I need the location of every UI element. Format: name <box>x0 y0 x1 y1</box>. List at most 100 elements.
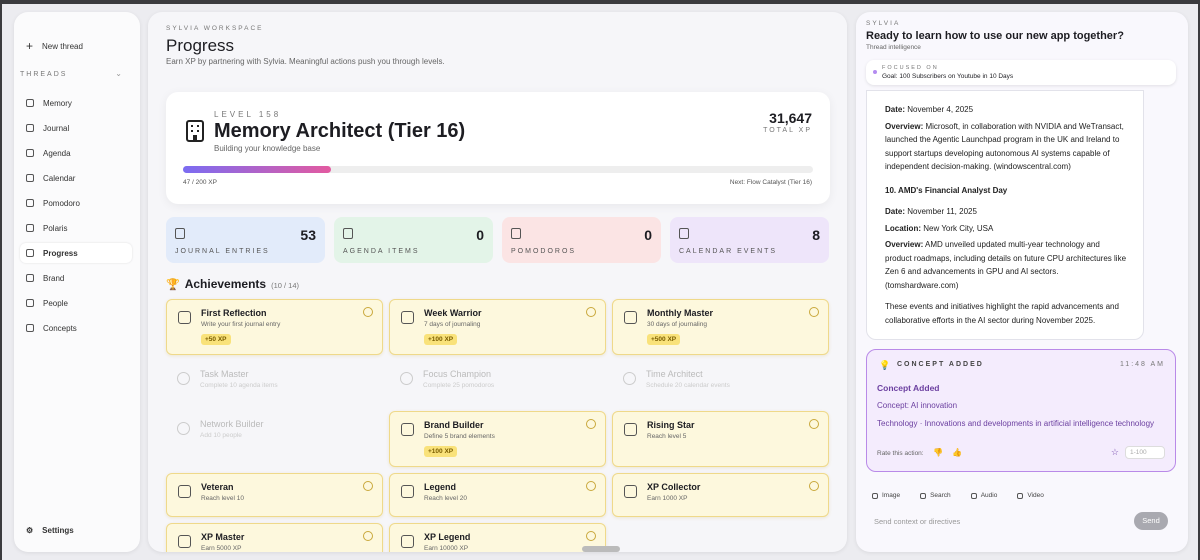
stat-card: 0 POMODOROS <box>502 217 661 263</box>
message-line: Location: New York City, USA <box>885 222 1127 236</box>
tool-icon <box>970 492 977 499</box>
tool-label: Audio <box>980 492 998 499</box>
achievement-card: Veteran Reach level 10 <box>166 473 383 517</box>
achievement-desc: Reach level 20 <box>424 495 467 502</box>
composer-input[interactable]: Send context or directives <box>874 517 961 526</box>
achievement-name: Task Master <box>200 369 249 379</box>
achievement-check <box>809 307 819 317</box>
message-text: These events and initiatives highlight t… <box>885 302 1119 325</box>
achievement-card: Task Master Complete 10 agenda items <box>166 361 383 405</box>
sidebar: + New thread THREADS ⌄ Memory Journal Agend… <box>14 12 140 552</box>
nav-icon <box>26 99 34 107</box>
nav-label: Progress <box>43 248 78 258</box>
achievements-grid: First Reflection Write your first journal… <box>166 299 830 552</box>
next-level: Next: Flow Catalyst (Tier 16) <box>729 179 812 186</box>
message-label: Location: <box>885 223 921 233</box>
star-icon[interactable]: ☆ <box>1110 447 1119 457</box>
new-thread-button[interactable]: + New thread <box>20 36 132 56</box>
achievement-check <box>809 419 819 429</box>
stat-icon <box>679 228 689 239</box>
xp-progress-fill <box>183 166 332 173</box>
tool-icon <box>872 492 878 499</box>
nav-item[interactable]: Progress <box>20 243 132 263</box>
achievement-icon <box>624 311 637 324</box>
settings-label: Settings <box>42 525 74 535</box>
nav-label: Brand <box>43 273 65 283</box>
nav-item[interactable]: People <box>20 293 132 313</box>
main-panel: SYLVIA WORKSPACE Progress Earn XP by par… <box>148 12 847 552</box>
nav-item[interactable]: Polaris <box>20 218 132 238</box>
scroll-handle[interactable] <box>582 546 620 552</box>
collapse-chevron[interactable]: ⌄ <box>115 69 122 78</box>
concept-time: 11:48 AM <box>1119 361 1165 368</box>
composer-tool[interactable]: Video <box>1017 492 1044 499</box>
achievement-name: Legend <box>424 482 457 492</box>
tool-label: Video <box>1027 492 1044 499</box>
achievement-icon <box>177 372 190 385</box>
page-title: Progress <box>166 36 235 55</box>
achievement-icon <box>400 372 413 385</box>
achievement-xp: +500 XP <box>647 334 681 345</box>
message-card: Date: November 4, 2025 Overview: Microsof… <box>866 90 1144 340</box>
thread-eyebrow: SYLVIA <box>866 20 901 27</box>
stat-label: AGENDA ITEMS <box>343 248 420 255</box>
message-text: AMD unveiled updated multi-year technolo… <box>885 240 1127 290</box>
nav-item[interactable]: Journal <box>20 118 132 138</box>
nav-item[interactable]: Pomodoro <box>20 193 132 213</box>
tool-icon <box>1017 492 1024 499</box>
achievement-xp: +100 XP <box>424 334 458 345</box>
achievement-name: XP Master <box>201 532 245 542</box>
focus-label: FOCUSED ON <box>882 65 939 71</box>
tool-label: Search <box>930 492 951 499</box>
achievement-card: XP Master Earn 5000 XP <box>166 523 383 552</box>
total-xp: 31,647 <box>769 110 812 126</box>
thumbs-down[interactable]: 👎 <box>933 448 943 457</box>
bulb-icon: 💡 <box>879 360 891 370</box>
achievement-name: Veteran <box>201 482 234 492</box>
achievement-card: Monthly Master 30 days of journaling +500 … <box>612 299 829 355</box>
nav-icon <box>26 249 34 257</box>
stat-label: POMODOROS <box>511 248 577 255</box>
settings-button[interactable]: ⚙ Settings <box>20 520 132 540</box>
tool-icon <box>920 492 927 499</box>
nav-icon <box>26 224 34 232</box>
stat-icon <box>175 228 185 239</box>
achievements-title: Achievements <box>184 277 267 291</box>
nav-label: Pomodoro <box>43 198 80 208</box>
thread-panel: SYLVIA Ready to learn how to use our new… <box>856 12 1188 552</box>
achievement-desc: Schedule 20 calendar events <box>646 382 730 389</box>
nav-item[interactable]: Memory <box>20 93 132 113</box>
nav-icon <box>26 199 34 207</box>
nav-item[interactable]: Brand <box>20 268 132 288</box>
achievement-desc: Complete 25 pomodoros <box>423 382 495 389</box>
achievement-card: XP Legend Earn 10000 XP <box>389 523 606 552</box>
achievement-name: Week Warrior <box>424 308 482 318</box>
send-button[interactable]: Send <box>1134 512 1168 530</box>
settings-icon: ⚙ <box>26 525 34 535</box>
nav-item[interactable]: Calendar <box>20 168 132 188</box>
new-thread-label: New thread <box>42 41 83 51</box>
achievement-card: Time Architect Schedule 20 calendar event… <box>612 361 829 405</box>
message-line: Overview: Microsoft, in collaboration wi… <box>885 120 1127 174</box>
nav-item[interactable]: Agenda <box>20 143 132 163</box>
focus-pill[interactable]: FOCUSED ON Goal: 100 Subscribers on Yout… <box>866 60 1176 85</box>
achievement-check <box>363 481 373 491</box>
concept-detail: Technology · Innovations and development… <box>877 419 1155 428</box>
nav-icon <box>26 299 34 307</box>
message-heading: 10. AMD's Financial Analyst Day <box>885 185 1008 195</box>
stat-label: JOURNAL ENTRIES <box>175 248 270 255</box>
composer-tool[interactable]: Audio <box>970 492 998 499</box>
achievement-check <box>809 481 819 491</box>
achievements-count: (10 / 14) <box>271 281 300 290</box>
thread-subtitle: Thread intelligence <box>866 44 921 51</box>
achievement-desc: Earn 5000 XP <box>201 545 242 552</box>
focus-dot <box>873 70 877 74</box>
nav-icon <box>26 174 34 182</box>
composer-tool[interactable]: Image <box>872 492 900 499</box>
score-input[interactable]: 1-100 <box>1125 446 1165 459</box>
stat-value: 0 <box>644 227 652 243</box>
nav-item[interactable]: Concepts <box>20 318 132 338</box>
thumbs-up[interactable]: 👍 <box>952 448 962 457</box>
composer-tool[interactable]: Search <box>920 492 951 499</box>
